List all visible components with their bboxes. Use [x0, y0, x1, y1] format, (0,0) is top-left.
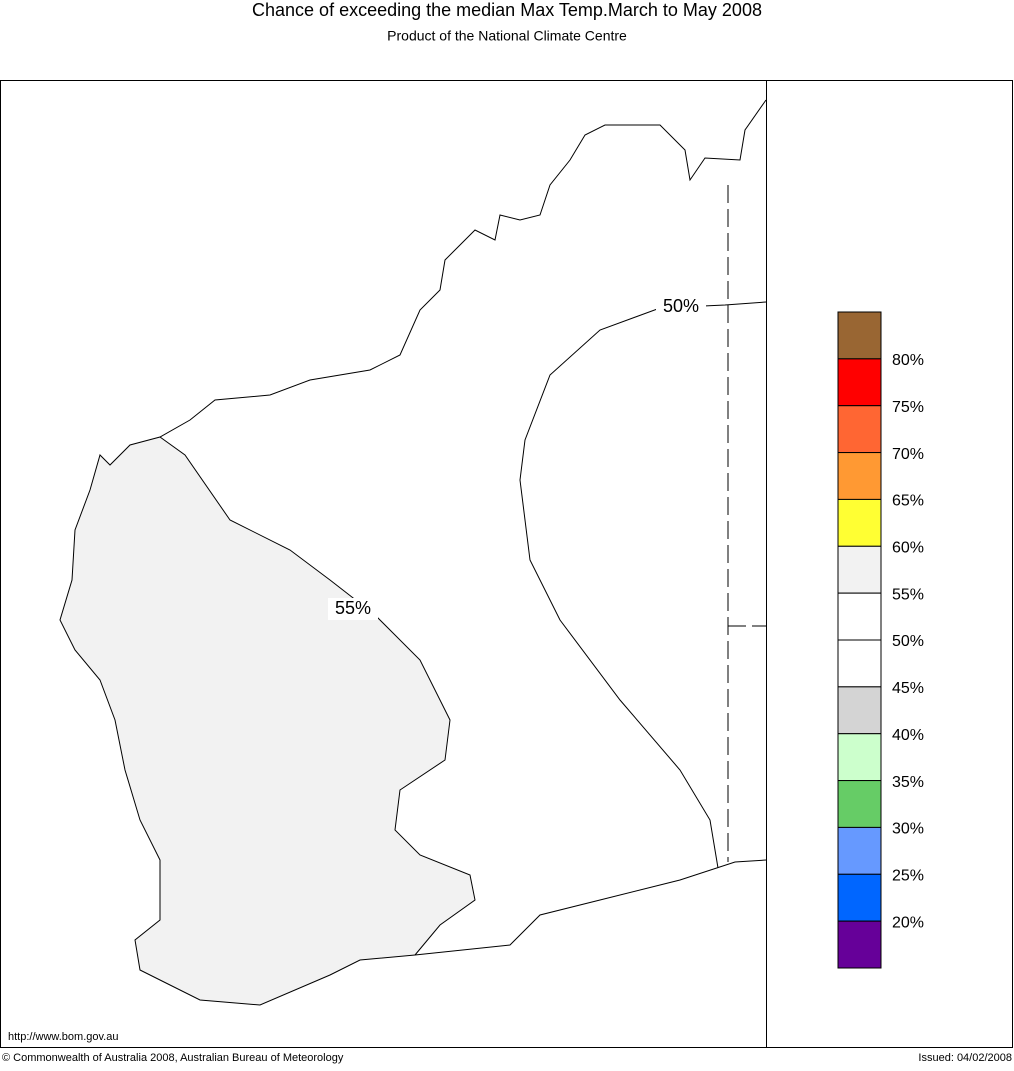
legend-label: 65%: [892, 493, 924, 510]
legend-label: 40%: [892, 727, 924, 744]
title: Chance of exceeding the median Max Temp.…: [252, 0, 762, 20]
legend-swatch: [837, 592, 882, 641]
legend-label: 55%: [892, 586, 924, 603]
subtitle: Product of the National Climate Centre: [387, 28, 627, 44]
legend-swatch: [837, 780, 882, 828]
legend-label: 75%: [892, 399, 924, 416]
legend-label: 20%: [892, 914, 924, 931]
coastline: [59, 99, 767, 1006]
state-border: [727, 185, 766, 862]
label-bg: [328, 598, 378, 620]
shaded-region: [60, 437, 475, 1005]
legend-label: 25%: [892, 868, 924, 885]
legend-label: 50%: [892, 633, 924, 650]
contour-label: 50%: [663, 296, 699, 316]
legend-label: 70%: [892, 446, 924, 463]
contour-50: [519, 301, 767, 869]
legend-swatch: [837, 405, 882, 454]
legend-swatch: [837, 920, 882, 969]
legend-swatch: [837, 733, 882, 782]
legend-swatch: [837, 545, 882, 594]
legend-swatch: [837, 639, 882, 688]
legend-label: 60%: [892, 540, 924, 557]
legend-label: 45%: [892, 680, 924, 697]
contour-label: 55%: [335, 598, 371, 618]
legend-label: 80%: [892, 352, 924, 369]
issued: Issued: 04/02/2008: [918, 1052, 1012, 1064]
legend-label: 30%: [892, 821, 924, 838]
map-frame: [0, 80, 1013, 1048]
legend-swatch: [837, 826, 882, 875]
legend-swatch: [837, 873, 882, 922]
contour-55: [159, 436, 476, 956]
legend-label: 35%: [892, 774, 924, 791]
label-bg: [656, 296, 706, 318]
legend-swatch: [837, 311, 882, 360]
legend-swatch: [837, 686, 882, 735]
url: http://www.bom.gov.au: [8, 1031, 118, 1043]
legend-swatch: [837, 498, 882, 547]
copyright: © Commonwealth of Australia 2008, Austra…: [2, 1052, 344, 1064]
legend-swatch: [837, 452, 882, 500]
legend-swatch: [837, 358, 882, 407]
